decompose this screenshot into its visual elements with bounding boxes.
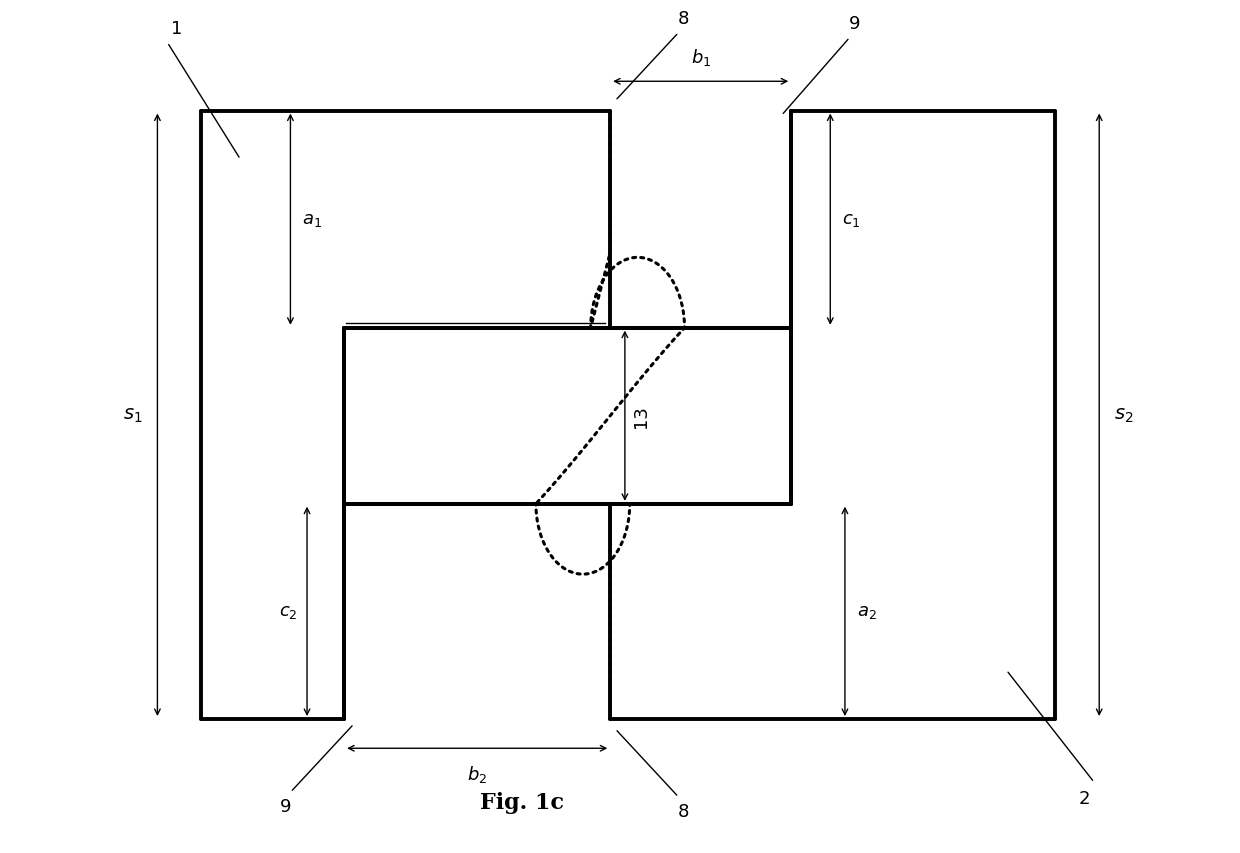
Text: 9: 9 (280, 798, 291, 815)
Text: $a_2$: $a_2$ (857, 602, 877, 621)
Text: $b_1$: $b_1$ (691, 47, 711, 67)
Text: 2: 2 (1079, 789, 1090, 808)
Text: $s_2$: $s_2$ (1114, 406, 1133, 425)
Text: 1: 1 (171, 20, 182, 38)
Text: 13: 13 (631, 405, 650, 427)
Text: Fig. 1c: Fig. 1c (480, 791, 564, 813)
Text: 8: 8 (678, 10, 689, 28)
Text: $c_1$: $c_1$ (842, 211, 861, 229)
Text: 8: 8 (678, 802, 689, 820)
Text: $a_1$: $a_1$ (303, 211, 322, 229)
Text: $b_2$: $b_2$ (467, 763, 487, 784)
Text: $s_1$: $s_1$ (123, 406, 143, 425)
Text: $c_2$: $c_2$ (279, 602, 298, 621)
Text: 9: 9 (849, 15, 861, 33)
